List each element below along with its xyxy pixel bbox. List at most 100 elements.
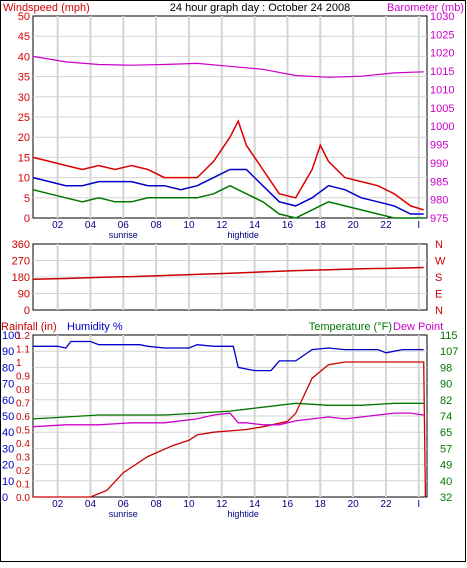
- compass-tick-label: S: [435, 272, 442, 284]
- humidity-tick-label: 40: [2, 427, 14, 439]
- rainfall-tick-label: 0.8: [16, 385, 30, 396]
- series-line-rainfall: [33, 361, 427, 498]
- wind-tick-label: 25: [18, 112, 30, 124]
- x-tick-label: 20: [348, 499, 360, 510]
- compass-tick-label: W: [435, 256, 446, 268]
- humidity-tick-label: 60: [2, 395, 14, 407]
- rainfall-tick-label: 0.3: [16, 453, 30, 464]
- chart-panels: 5045403530252015105010301025102010151010…: [2, 11, 458, 519]
- rainfall-tick-label: 0.1: [16, 480, 30, 491]
- wind-tick-label: 0: [24, 213, 30, 225]
- wind-tick-label: 40: [18, 51, 30, 63]
- rainfall-tick-label: 1.2: [16, 331, 30, 342]
- temperature-tick-label: 107: [440, 346, 458, 358]
- rainfall-tick-label: 0.6: [16, 412, 30, 423]
- sunrise-marker: sunrise: [109, 230, 138, 240]
- series-line-humidity: [33, 340, 424, 372]
- x-tick-label: 22: [380, 499, 392, 510]
- barometer-tick-label: 1015: [430, 66, 454, 78]
- temperature-tick-label: 98: [440, 362, 452, 374]
- x-tick-label: 02: [52, 220, 64, 231]
- direction-tick-label: 0: [24, 305, 30, 317]
- dewpoint-axis-title: Dew Point: [393, 321, 443, 333]
- chart-title: 24 hour graph day : October 24 2008: [170, 2, 350, 14]
- x-tick-label: 06: [118, 499, 130, 510]
- temperature-tick-label: 115: [440, 330, 458, 342]
- humidity-tick-label: 80: [2, 362, 14, 374]
- barometer-tick-label: 980: [430, 195, 448, 207]
- x-tick-label: 02: [52, 499, 64, 510]
- barometer-tick-label: 1025: [430, 29, 454, 41]
- wind-tick-label: 10: [18, 173, 30, 185]
- x-tick-label: 08: [151, 220, 163, 231]
- x-tick-label: 16: [282, 220, 294, 231]
- humidity-tick-label: 50: [2, 411, 14, 423]
- sunrise-marker: sunrise: [109, 509, 138, 519]
- series-line-temperature: [32, 402, 424, 420]
- temperature-axis-title: Temperature (°F): [309, 321, 392, 333]
- barometer-tick-label: 1005: [430, 103, 454, 115]
- humidity-tick-label: 100: [2, 330, 20, 342]
- x-tick-label: 06: [118, 220, 130, 231]
- series-line-barometer: [32, 55, 424, 78]
- humidity-tick-label: 10: [2, 476, 14, 488]
- x-tick-label: 08: [151, 499, 163, 510]
- temperature-tick-label: 74: [440, 411, 452, 423]
- barometer-tick-label: 1000: [430, 121, 454, 133]
- series-line-gust_avg: [32, 168, 424, 215]
- barometer-tick-label: 990: [430, 158, 448, 170]
- wind-tick-label: 50: [18, 11, 30, 23]
- humidity-tick-label: 20: [2, 460, 14, 472]
- series-line-windspeed: [32, 119, 424, 211]
- temperature-tick-label: 40: [440, 476, 452, 488]
- temperature-tick-label: 32: [440, 492, 452, 504]
- wind-tick-label: 15: [18, 152, 30, 164]
- x-tick-label: 16: [282, 499, 294, 510]
- rainfall-tick-label: 1: [16, 358, 22, 369]
- wind-tick-label: 30: [18, 92, 30, 104]
- barometer-tick-label: 1030: [430, 11, 454, 23]
- x-tick-label: 14: [249, 499, 261, 510]
- humidity-tick-label: 70: [2, 379, 14, 391]
- x-tick-label: 18: [315, 220, 327, 231]
- compass-tick-label: N: [435, 239, 443, 251]
- x-tick-label: 04: [85, 499, 97, 510]
- compass-tick-label: E: [435, 289, 442, 301]
- x-tick-label: 18: [315, 499, 327, 510]
- direction-tick-label: 360: [12, 239, 30, 251]
- x-tick-label: 04: [85, 220, 97, 231]
- rainfall-tick-label: 0.0: [16, 493, 30, 504]
- barometer-tick-label: 1010: [430, 84, 454, 96]
- x-tick-label: 12: [216, 220, 228, 231]
- direction-tick-label: 180: [12, 272, 30, 284]
- x-tick-label: I: [417, 499, 420, 510]
- x-tick-label: 10: [183, 220, 195, 231]
- wind-tick-label: 45: [18, 31, 30, 43]
- x-tick-label: 22: [380, 220, 392, 231]
- rainfall-tick-label: 0.9: [16, 372, 30, 383]
- x-tick-label: 14: [249, 220, 261, 231]
- barometer-tick-label: 975: [430, 213, 448, 225]
- humidity-tick-label: 90: [2, 346, 14, 358]
- rainfall-tick-label: 0.5: [16, 426, 30, 437]
- humidity-tick-label: 30: [2, 443, 14, 455]
- wind-tick-label: 20: [18, 132, 30, 144]
- x-tick-label: 10: [183, 499, 195, 510]
- wind-axis-title: Windspeed (mph): [3, 2, 90, 14]
- series-line-dewpoint: [32, 412, 424, 428]
- hightide-marker: hightide: [227, 230, 259, 240]
- rainfall-tick-label: 0.2: [16, 466, 30, 477]
- wind-tick-label: 5: [24, 193, 30, 205]
- direction-tick-label: 270: [12, 256, 30, 268]
- x-tick-label: 12: [216, 499, 228, 510]
- x-tick-label: 20: [348, 220, 360, 231]
- wind-tick-label: 35: [18, 72, 30, 84]
- humidity-axis-title: Humidity %: [67, 321, 123, 333]
- rainfall-tick-label: 1.1: [16, 345, 30, 356]
- humidity-tick-label: 0: [2, 492, 8, 504]
- hightide-marker: hightide: [227, 509, 259, 519]
- temperature-tick-label: 82: [440, 395, 452, 407]
- direction-tick-label: 90: [18, 289, 30, 301]
